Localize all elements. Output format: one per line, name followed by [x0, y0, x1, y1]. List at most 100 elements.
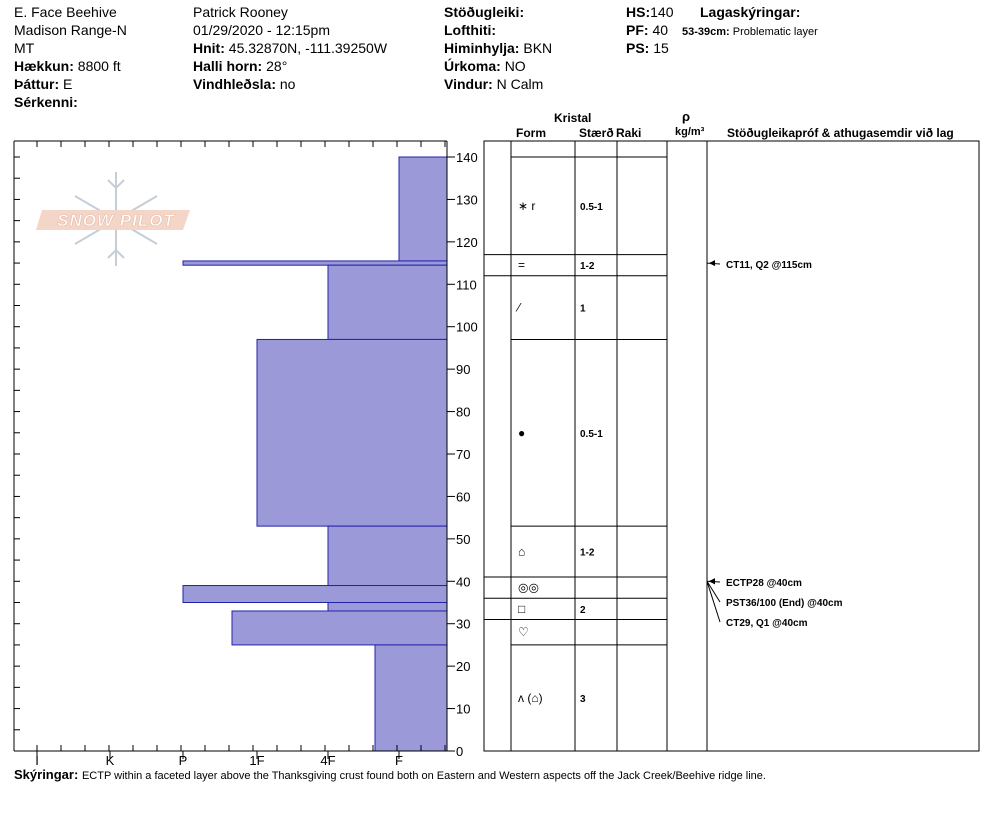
- depth-tick-label: 90: [456, 362, 470, 377]
- hardness-bar: [374, 644, 448, 752]
- layer-form-symbol: ♡: [518, 625, 529, 639]
- layer-note-range: 53-39cm:: [682, 26, 730, 38]
- pf-label: PF:: [626, 22, 649, 38]
- depth-tick-label: 20: [456, 659, 470, 674]
- depth-tick-label: 70: [456, 447, 470, 462]
- snowpilot-logo: SNOW PILOT: [36, 170, 196, 270]
- depth-tick-label: 40: [456, 574, 470, 589]
- footer: Skýringar: ECTP within a faceted layer a…: [14, 766, 766, 785]
- depth-tick-label: 10: [456, 702, 470, 717]
- layer-form-symbol: □: [518, 602, 525, 616]
- range-name: Madison Range-N: [14, 22, 127, 38]
- test-arrow-head: [709, 578, 715, 585]
- layer-note-text: Problematic layer: [732, 26, 818, 38]
- hardness-category-label: F: [395, 753, 403, 768]
- footer-text: ECTP within a faceted layer above the Th…: [81, 770, 766, 782]
- hardness-category-label: K: [106, 753, 115, 768]
- layer-table-frame: [483, 140, 980, 752]
- depth-tick-label: 50: [456, 532, 470, 547]
- depth-tick-label: 120: [456, 235, 478, 250]
- hs-row: HS:140: [626, 4, 673, 21]
- layer-form-symbol: ʌ (⌂): [518, 691, 543, 705]
- wind-value: N Calm: [496, 76, 544, 92]
- hardness-category-label: 1F: [249, 753, 264, 768]
- elevation-label: Hækkun:: [14, 58, 74, 74]
- slope-value: 28°: [266, 58, 288, 74]
- test-arrow-head: [709, 260, 715, 267]
- ps-row: PS: 15: [626, 40, 669, 57]
- aspect-row: Þáttur: E: [14, 76, 72, 93]
- wind-loading-value: no: [279, 76, 296, 92]
- layer-form-symbol: =: [518, 258, 525, 272]
- depth-tick-label: 130: [456, 192, 478, 207]
- hardness-category-label: I: [35, 753, 39, 768]
- slope-label: Halli horn:: [193, 58, 263, 74]
- hs-label: HS:: [626, 4, 651, 20]
- density-unit: kg/m³: [675, 126, 705, 138]
- hardness-bar: [231, 610, 448, 646]
- layer-form-symbol: ⁄: [515, 301, 522, 315]
- specifics-label: Sérkenni:: [14, 94, 78, 110]
- precip-row: Úrkoma: NO: [444, 58, 526, 75]
- sky-label: Himinhylja:: [444, 40, 520, 56]
- logo-text: SNOW PILOT: [57, 211, 175, 231]
- wind-loading-row: Vindhleðsla: no: [193, 76, 295, 93]
- form-header: Form: [516, 126, 546, 140]
- snowflake-icon: [36, 172, 190, 266]
- footer-label: Skýringar:: [14, 767, 79, 782]
- wind-row: Vindur: N Calm: [444, 76, 543, 93]
- state-name: MT: [14, 40, 35, 56]
- hardness-bar: [327, 525, 448, 587]
- hardness-bar: [398, 156, 448, 262]
- layer-form-symbol: ∗ r: [518, 199, 535, 213]
- stability-label: Stöðugleiki:: [444, 4, 525, 20]
- layer-notes-title: Lagaskýringar:: [700, 4, 801, 20]
- coords-row: Hnit: 45.32870N, -111.39250W: [193, 40, 387, 57]
- layer-size-value: 3: [580, 694, 586, 705]
- layer-size-value: 2: [580, 605, 586, 616]
- elevation-value: 8800 ft: [77, 58, 121, 74]
- aspect-label: Þáttur:: [14, 76, 60, 92]
- wind-loading-label: Vindhleðsla:: [193, 76, 276, 92]
- slope-row: Halli horn: 28°: [193, 58, 287, 75]
- hardness-category-label: P: [179, 753, 188, 768]
- pf-value: 40: [652, 22, 669, 38]
- layer-size-value: 0.5-1: [580, 429, 603, 440]
- layer-form-symbol: ⌂: [518, 545, 525, 559]
- test-label: ECTP28 @40cm: [726, 578, 802, 589]
- precip-label: Úrkoma:: [444, 58, 501, 74]
- sky-value: BKN: [523, 40, 553, 56]
- layer-size-value: 1: [580, 304, 586, 315]
- hardness-bar: [182, 260, 448, 266]
- elevation-row: Hækkun: 8800 ft: [14, 58, 121, 75]
- wind-label: Vindur:: [444, 76, 493, 92]
- depth-tick-label: 0: [456, 744, 463, 759]
- layer-size-value: 1-2: [580, 261, 595, 272]
- depth-tick-label: 30: [456, 617, 470, 632]
- test-label: CT29, Q1 @40cm: [726, 618, 808, 629]
- test-arrow-line: [706, 581, 721, 603]
- coords-value: 45.32870N, -111.39250W: [228, 40, 388, 56]
- hardness-bar: [327, 264, 448, 340]
- depth-tick-label: 140: [456, 150, 478, 165]
- aspect-value: E: [63, 76, 73, 92]
- hs-value: 140: [650, 4, 674, 20]
- layer-form-symbol: ◎◎: [518, 581, 539, 595]
- air-temp-label: Lofthiti:: [444, 22, 497, 38]
- ps-label: PS:: [626, 40, 650, 56]
- hardness-bar: [182, 585, 448, 603]
- observation-datetime: 01/29/2020 - 12:15pm: [193, 22, 330, 38]
- ps-value: 15: [653, 40, 669, 56]
- tests-header: Stöðugleikapróf & athugasemdir við lag: [727, 126, 954, 140]
- layer-size-value: 0.5-1: [580, 202, 603, 213]
- crystal-header: Kristal: [554, 111, 592, 125]
- depth-tick-label: 110: [456, 277, 477, 292]
- hardness-bar: [256, 338, 448, 527]
- sky-row: Himinhylja: BKN: [444, 40, 552, 57]
- precip-value: NO: [504, 58, 526, 74]
- observer-name: Patrick Rooney: [193, 4, 288, 20]
- layer-note: 53-39cm: Problematic layer: [682, 24, 818, 41]
- test-label: PST36/100 (End) @40cm: [726, 598, 843, 609]
